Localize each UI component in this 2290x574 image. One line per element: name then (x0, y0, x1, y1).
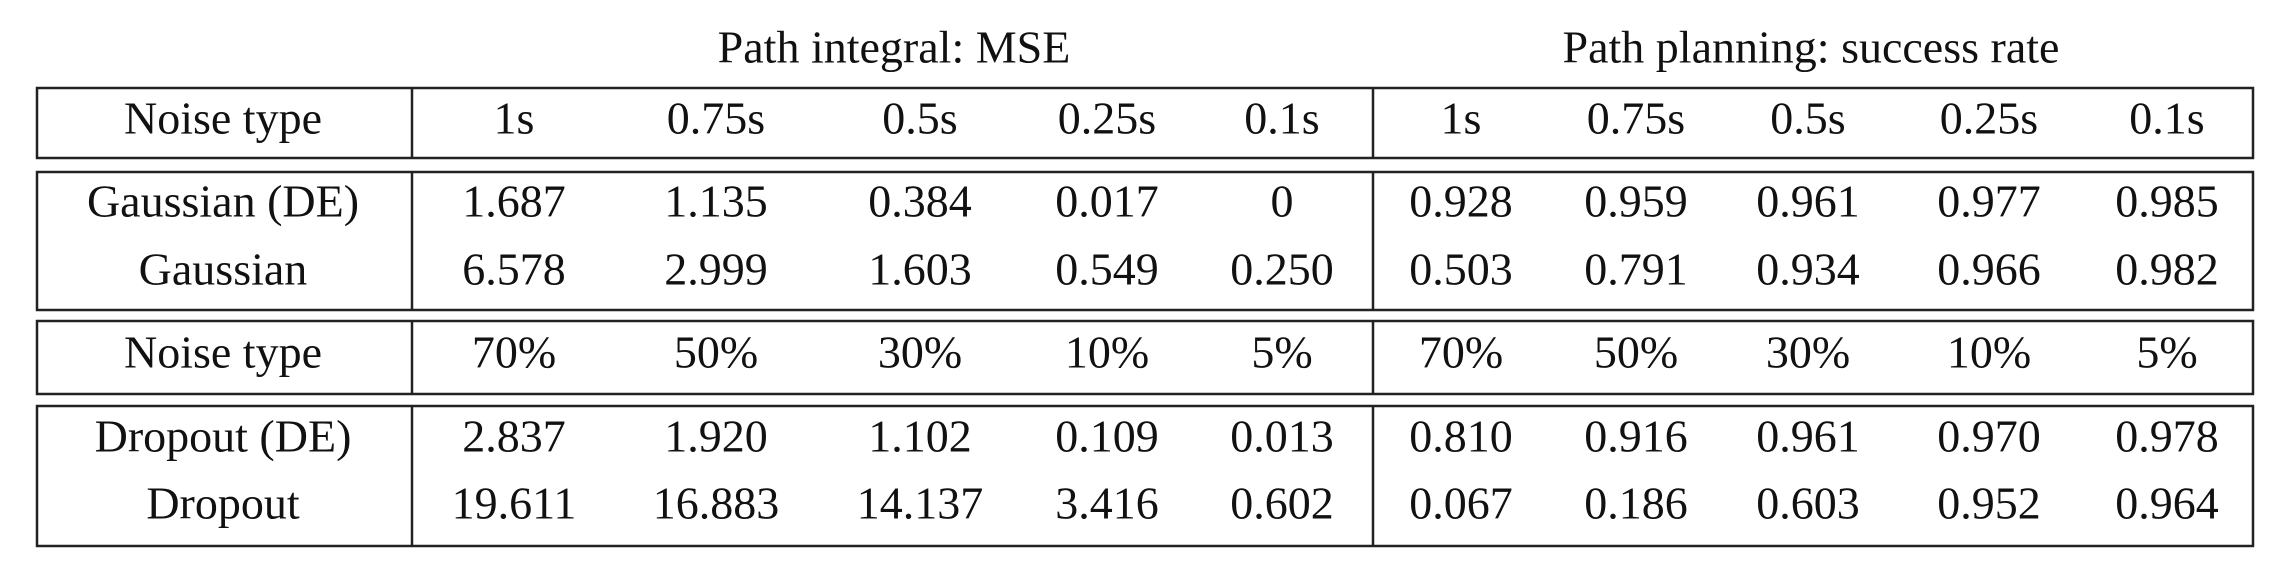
column-header: 30% (878, 327, 962, 378)
table-cell: 0.109 (1055, 411, 1159, 462)
table-cell: 0.013 (1230, 411, 1334, 462)
column-header: 50% (674, 327, 758, 378)
table-cell: 16.883 (653, 478, 780, 529)
table-cell: 1.603 (868, 244, 972, 295)
table-cell: 0.603 (1756, 478, 1860, 529)
table-cell: 0.964 (2115, 478, 2219, 529)
group-header: Path planning: success rate (1563, 22, 2060, 73)
table-cell: 0.966 (1937, 244, 2041, 295)
cell-border (35, 319, 2255, 396)
table-cell: 3.416 (1055, 478, 1159, 529)
table-cell: 0 (1271, 176, 1294, 227)
table-cell: 1.135 (664, 176, 768, 227)
table-cell: 0.985 (2115, 176, 2219, 227)
column-header: 10% (1065, 327, 1149, 378)
table-cell: 0.978 (2115, 411, 2219, 462)
table-cell: 6.578 (462, 244, 566, 295)
table-cell: 0.952 (1937, 478, 2041, 529)
column-header: 0.25s (1058, 93, 1156, 144)
column-header: 5% (2136, 327, 2197, 378)
table-cell: 1.102 (868, 411, 972, 462)
table-cell: 0.934 (1756, 244, 1860, 295)
column-header: 0.75s (1587, 93, 1685, 144)
table-cell: 0.961 (1756, 411, 1860, 462)
table-cell: 0.961 (1756, 176, 1860, 227)
column-header: 1s (1441, 93, 1482, 144)
cell-border (35, 404, 2255, 548)
column-header: 0.25s (1940, 93, 2038, 144)
column-header: Noise type (124, 93, 322, 144)
table-cell: 0.810 (1409, 411, 1513, 462)
table-cell: 2.999 (664, 244, 768, 295)
table-cell: 0.384 (868, 176, 972, 227)
column-header: 0.1s (2129, 93, 2204, 144)
group-header: Path integral: MSE (718, 22, 1071, 73)
column-header: 0.5s (1770, 93, 1845, 144)
column-header: 70% (1419, 327, 1503, 378)
table-cell: 0.959 (1584, 176, 1688, 227)
column-header: Noise type (124, 327, 322, 378)
table-cell: 0.982 (2115, 244, 2219, 295)
table-cell: 0.017 (1055, 176, 1159, 227)
table-cell: 0.916 (1584, 411, 1688, 462)
row-label: Gaussian (DE) (87, 176, 359, 227)
column-header: 0.75s (667, 93, 765, 144)
column-header: 0.1s (1244, 93, 1319, 144)
table-cell: 14.137 (857, 478, 984, 529)
cell-border (35, 170, 2255, 312)
table-cell: 0.791 (1584, 244, 1688, 295)
column-header: 1s (494, 93, 535, 144)
table-cell: 0.250 (1230, 244, 1334, 295)
table-cell: 0.549 (1055, 244, 1159, 295)
table-cell: 0.186 (1584, 478, 1688, 529)
column-header: 70% (472, 327, 556, 378)
table-cell: 0.970 (1937, 411, 2041, 462)
table-cell: 19.611 (452, 478, 577, 529)
column-header: 10% (1947, 327, 2031, 378)
table-cell: 0.928 (1409, 176, 1513, 227)
column-header: 50% (1594, 327, 1678, 378)
column-header: 30% (1766, 327, 1850, 378)
table-cell: 0.602 (1230, 478, 1334, 529)
column-header: 0.5s (882, 93, 957, 144)
table-cell: 1.687 (462, 176, 566, 227)
table-cell: 2.837 (462, 411, 566, 462)
table-cell: 0.067 (1409, 478, 1513, 529)
table-cell: 0.977 (1937, 176, 2041, 227)
row-label: Dropout (146, 478, 300, 529)
row-label: Gaussian (139, 244, 308, 295)
table-cell: 0.503 (1409, 244, 1513, 295)
row-label: Dropout (DE) (95, 411, 352, 462)
table-cell: 1.920 (664, 411, 768, 462)
cell-border (35, 86, 2255, 160)
column-header: 5% (1251, 327, 1312, 378)
